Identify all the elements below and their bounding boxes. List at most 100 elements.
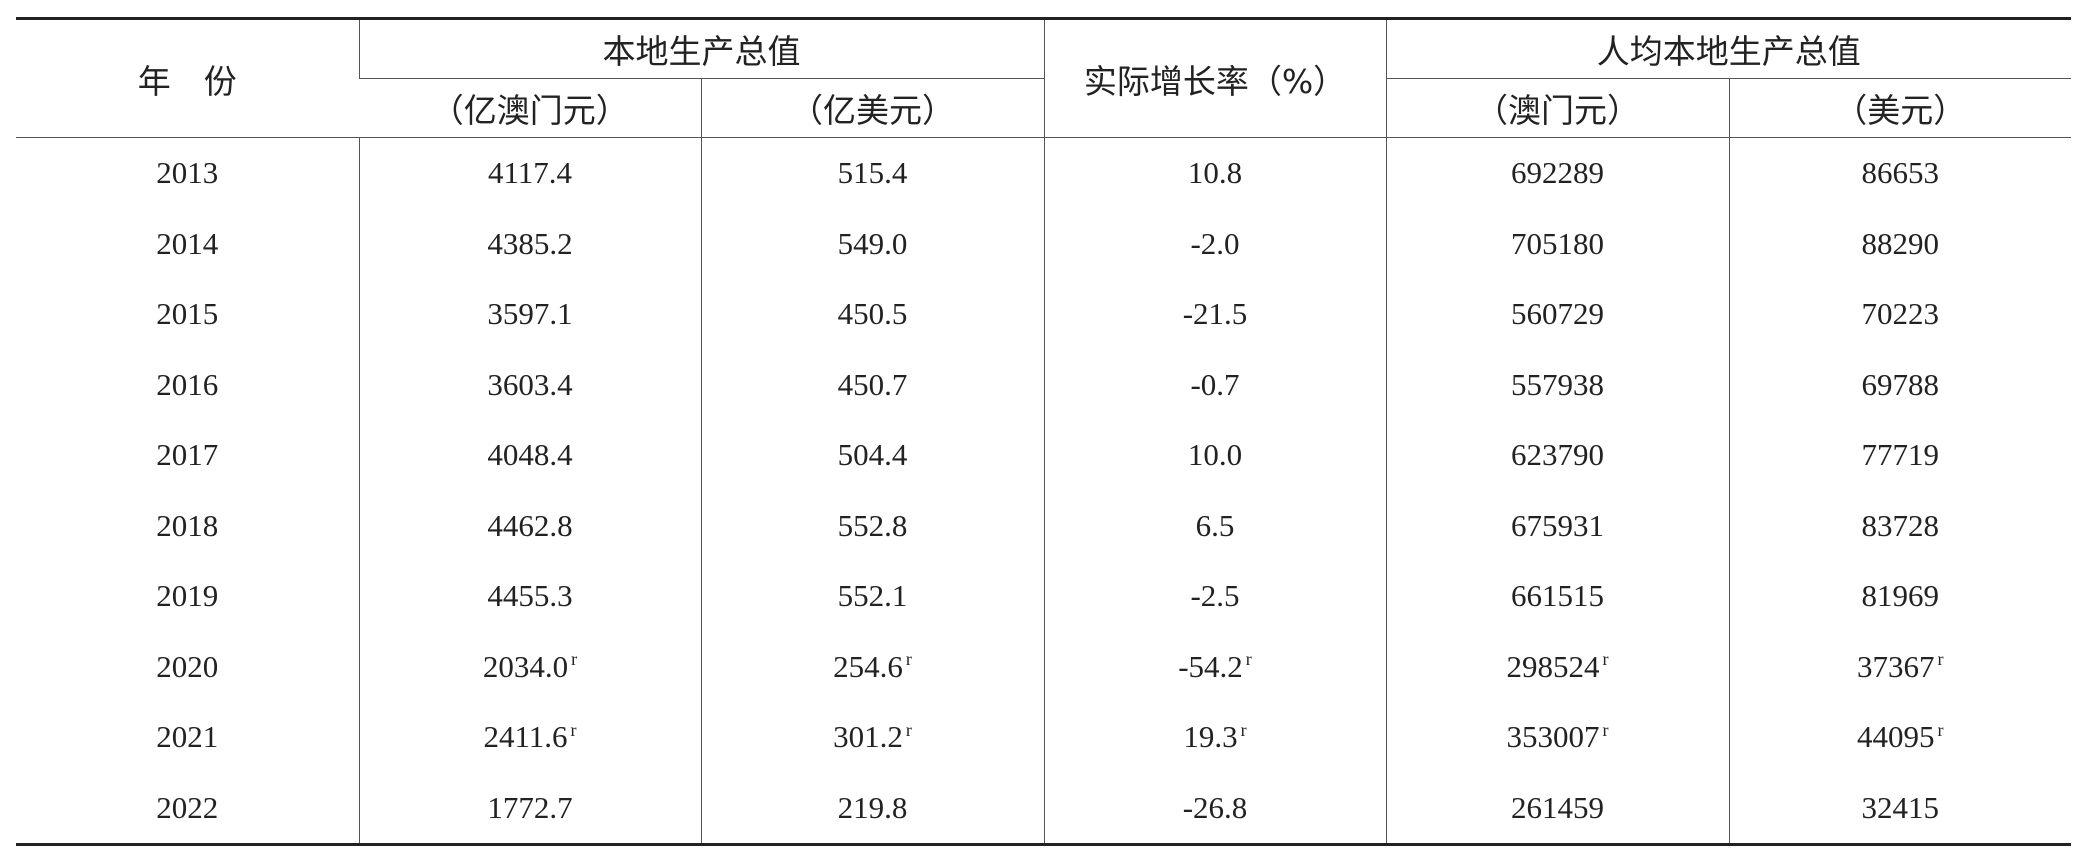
cell-value: 19.3: [1183, 719, 1238, 755]
header-gdp: 本地生产总值: [358, 18, 1044, 79]
table-cell: 504.4: [700, 420, 1044, 491]
table-cell: 353007 r: [1385, 702, 1729, 773]
table-row: 2019 4455.3 552.1 -2.5 661515 81969: [16, 561, 2071, 632]
table-cell: 2411.6 r: [358, 702, 701, 773]
cell-value: 301.2: [833, 719, 903, 755]
table-cell: 301.2 r: [700, 702, 1044, 773]
table-cell: 4117.4: [358, 137, 701, 209]
header-unit: （澳门元）: [1385, 78, 1729, 138]
table-cell: 86653: [1728, 137, 2071, 209]
table-cell: 4385.2: [358, 208, 701, 279]
cell-value: 2034.0: [482, 648, 569, 684]
table-cell: 88290: [1728, 208, 2071, 279]
table-cell: -2.5: [1043, 561, 1386, 632]
revision-note: r: [1937, 649, 1944, 670]
cell-value: 37367: [1857, 648, 1935, 684]
year-cell: 2019: [156, 578, 219, 614]
year-cell: 2022: [156, 789, 219, 825]
table-row: 2013 4117.4 515.4 10.8 692289 86653: [16, 137, 2071, 209]
table-cell: 2034.0 r: [358, 631, 701, 702]
table-row: 2020 2034.0 r 254.6 r -54.2 r 298524 r 37367 r: [16, 631, 2071, 702]
table-cell: 560729: [1385, 279, 1729, 350]
table-cell: 4455.3: [358, 561, 701, 632]
table-cell: 6.5: [1043, 490, 1386, 561]
cell-value: 44095: [1857, 719, 1935, 755]
revision-note: r: [1602, 649, 1609, 670]
cell-value: 254.6: [833, 648, 903, 684]
table-cell: 623790: [1385, 420, 1729, 491]
year-cell: 2021: [156, 719, 219, 755]
year-cell: 2017: [156, 437, 219, 473]
table-cell: 675931: [1385, 490, 1729, 561]
gdp-table: 年 份 本地生产总值 实际增长率（%） 人均本地生产总值 （亿澳门元） （亿美元…: [16, 17, 2071, 846]
cell-value: 298524: [1506, 648, 1600, 684]
table-cell: 10.8: [1043, 137, 1386, 209]
table-row: 2022 1772.7 219.8 -26.8 261459 32415: [16, 772, 2071, 845]
cell-value: 353007: [1506, 719, 1600, 755]
year-cell: 2016: [156, 366, 219, 402]
table-row: 2015 3597.1 450.5 -21.5 560729 70223: [16, 279, 2071, 350]
table-cell: -21.5: [1043, 279, 1386, 350]
cell-value: 2411.6: [483, 719, 568, 755]
table-cell: 10.0: [1043, 420, 1386, 491]
year-cell: 2018: [156, 507, 219, 543]
table-cell: 32415: [1728, 772, 2071, 845]
table-cell: 4462.8: [358, 490, 701, 561]
table-cell: 19.3 r: [1043, 702, 1386, 773]
table-cell: 219.8: [700, 772, 1044, 845]
revision-note: r: [1937, 719, 1944, 740]
table-cell: 515.4: [700, 137, 1044, 209]
header-unit: （美元）: [1728, 78, 2071, 138]
table-cell: 552.8: [700, 490, 1044, 561]
cell-value: -54.2: [1178, 648, 1243, 684]
table-cell: 70223: [1728, 279, 2071, 350]
year-cell: 2020: [156, 648, 219, 684]
table-cell: 1772.7: [358, 772, 701, 845]
table-row: 2014 4385.2 549.0 -2.0 705180 88290: [16, 208, 2071, 279]
table-cell: 44095 r: [1728, 702, 2071, 773]
revision-note: r: [1602, 719, 1609, 740]
table-row: 2021 2411.6 r 301.2 r 19.3 r 353007 r 44095 r: [16, 702, 2071, 773]
table-body: 2013 4117.4 515.4 10.8 692289 86653 2014 4385.2…: [16, 137, 2071, 845]
table-cell: 69788: [1728, 349, 2071, 420]
table-row: 2017 4048.4 504.4 10.0 623790 77719: [16, 420, 2071, 491]
revision-note: r: [905, 719, 912, 740]
header-growth: 实际增长率（%）: [1043, 18, 1386, 138]
table-cell: -54.2 r: [1043, 631, 1386, 702]
table-cell: 298524 r: [1385, 631, 1729, 702]
table-cell: 3597.1: [358, 279, 701, 350]
table-cell: 450.7: [700, 349, 1044, 420]
table-row: 2016 3603.4 450.7 -0.7 557938 69788: [16, 349, 2071, 420]
table-cell: 705180: [1385, 208, 1729, 279]
table-cell: 552.1: [700, 561, 1044, 632]
table-cell: 77719: [1728, 420, 2071, 491]
table-cell: 83728: [1728, 490, 2071, 561]
year-cell: 2013: [156, 155, 219, 191]
table-cell: 549.0: [700, 208, 1044, 279]
table-cell: -26.8: [1043, 772, 1386, 845]
table-cell: 254.6 r: [700, 631, 1044, 702]
revision-note: r: [1245, 649, 1252, 670]
year-cell: 2014: [156, 225, 219, 261]
revision-note: r: [1240, 719, 1247, 740]
table-cell: 661515: [1385, 561, 1729, 632]
table-row: 2018 4462.8 552.8 6.5 675931 83728: [16, 490, 2071, 561]
revision-note: r: [905, 649, 912, 670]
header-unit: （亿澳门元）: [359, 78, 701, 138]
table-cell: -2.0: [1043, 208, 1386, 279]
revision-note: r: [570, 719, 577, 740]
header-year: 年 份: [16, 18, 359, 138]
revision-note: r: [571, 649, 578, 670]
table-cell: -0.7: [1043, 349, 1386, 420]
table-cell: 261459: [1385, 772, 1729, 845]
table-cell: 3603.4: [358, 349, 701, 420]
header-unit: （亿美元）: [700, 78, 1044, 138]
header-per-capita: 人均本地生产总值: [1385, 18, 2071, 79]
table-cell: 81969: [1728, 561, 2071, 632]
table-cell: 557938: [1385, 349, 1729, 420]
year-cell: 2015: [156, 296, 219, 332]
table-cell: 4048.4: [358, 420, 701, 491]
table-cell: 450.5: [700, 279, 1044, 350]
table-cell: 692289: [1385, 137, 1729, 209]
